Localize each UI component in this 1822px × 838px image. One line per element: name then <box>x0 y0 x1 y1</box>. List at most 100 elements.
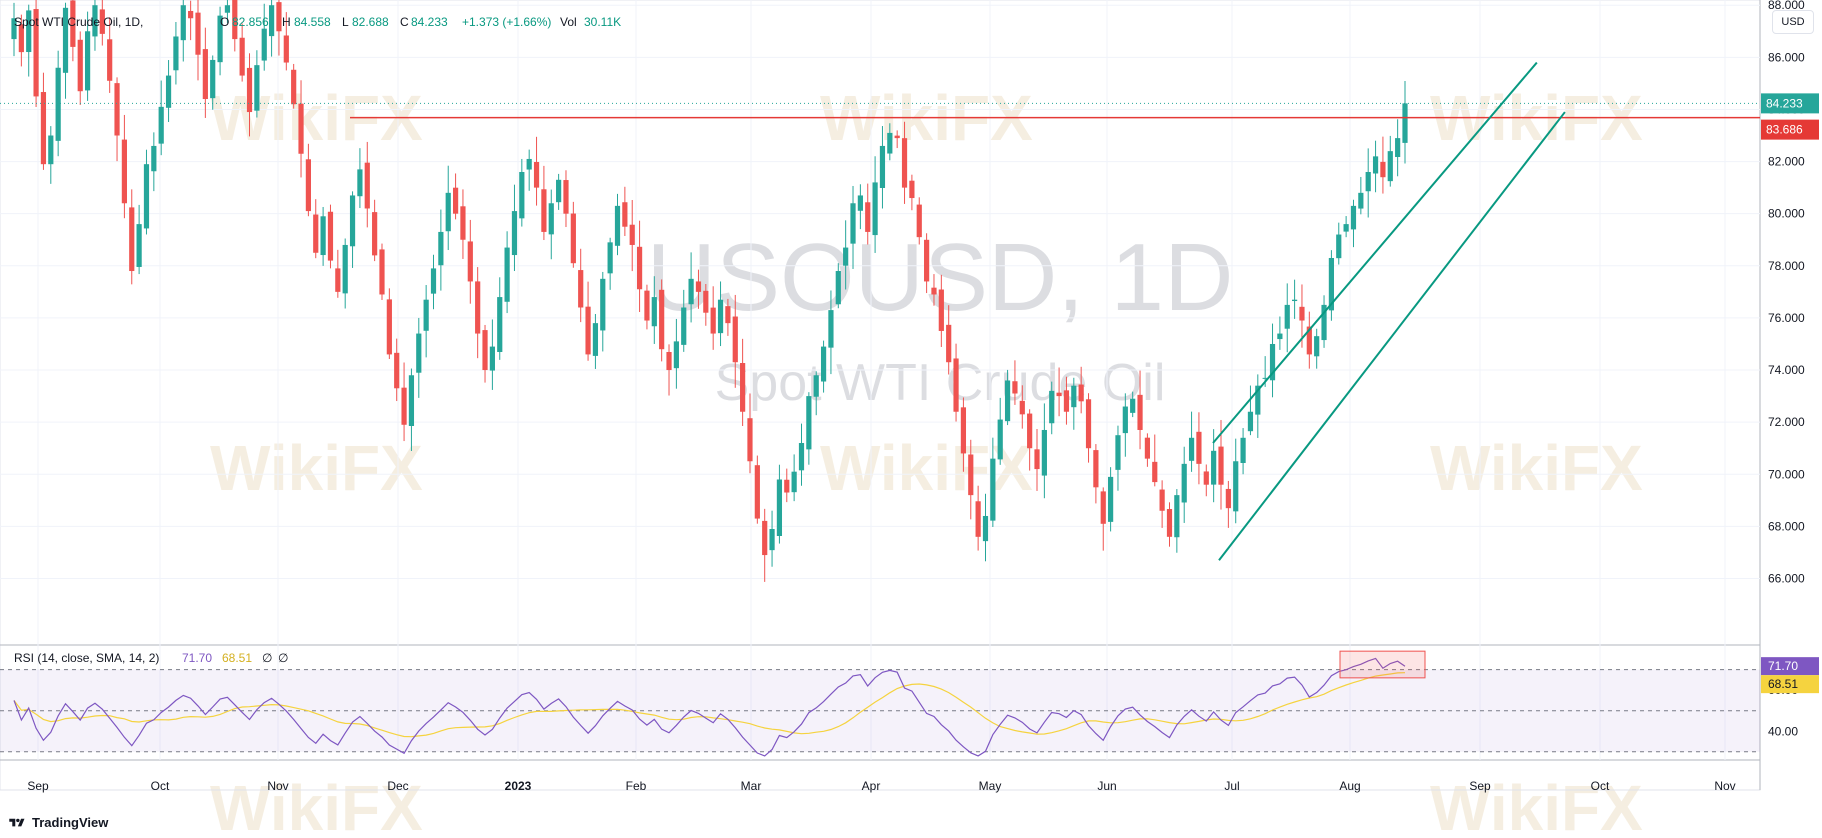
time-tick-label: Aug <box>1339 779 1360 793</box>
candle-body <box>519 171 525 219</box>
candle-body <box>1262 377 1268 379</box>
candle-body <box>11 18 17 40</box>
time-axis[interactable]: Sep Oct Nov Dec 2023 Feb Mar Apr May Jun Jul Aug Sep… <box>27 779 1735 793</box>
candle-body <box>1174 495 1180 538</box>
time-tick-label: Feb <box>626 779 647 793</box>
candle-body <box>195 12 201 55</box>
candle-body <box>1218 446 1224 485</box>
candle-body <box>695 281 702 292</box>
candle-body <box>747 418 753 462</box>
candle-body <box>254 65 260 111</box>
candle-body <box>364 162 370 209</box>
candle-body <box>438 231 444 266</box>
drawings[interactable] <box>0 61 1760 561</box>
candle-body <box>217 15 223 63</box>
candle-body <box>445 192 451 232</box>
candle-body <box>33 9 39 97</box>
close-value: 84.233 <box>411 15 448 29</box>
high-value: 84.558 <box>294 15 331 29</box>
rsi-sma-label: 68.51 <box>1768 677 1798 691</box>
candle-body <box>762 520 768 556</box>
candle-body <box>887 132 893 154</box>
candle-body <box>1203 471 1209 485</box>
rsi-line <box>13 657 1406 757</box>
candle-body <box>342 244 348 294</box>
price-axis[interactable]: 66.000 68.000 70.000 72.000 74.000 76.000 78.0… <box>1761 0 1819 586</box>
candle-body <box>843 247 849 266</box>
candle-body <box>298 103 304 154</box>
candle-body <box>224 5 231 13</box>
candle-body <box>239 37 245 76</box>
candle-body <box>99 9 105 34</box>
candle-body <box>504 247 510 302</box>
low-value: 82.688 <box>352 15 389 29</box>
time-tick-label: Jun <box>1097 779 1116 793</box>
symbol-legend[interactable]: Spot WTI Crude Oil, 1D, O 82.856 H 84.55… <box>14 15 621 29</box>
rsi-highlight-box <box>1339 650 1426 679</box>
candle-body <box>1188 437 1195 461</box>
candle-body <box>1115 435 1121 470</box>
price-tick-label: 80.000 <box>1768 207 1805 221</box>
candle-body <box>644 290 650 321</box>
candle-body <box>740 363 746 412</box>
candle-body <box>1078 384 1084 402</box>
price-tick-label: 74.000 <box>1768 363 1805 377</box>
candle-body <box>556 179 562 203</box>
candle-body <box>865 202 871 232</box>
candle-body <box>452 187 459 214</box>
candle-body <box>872 182 878 236</box>
currency-button[interactable]: USD <box>1772 10 1814 34</box>
candle-body <box>283 35 289 63</box>
candle-body <box>1314 336 1320 357</box>
channel-upper-line <box>1212 61 1538 444</box>
rsi-legend[interactable]: RSI (14, close, SMA, 14, 2) 71.70 68.51 … <box>14 651 288 665</box>
candle-body <box>1240 437 1246 463</box>
candle-body <box>180 5 186 41</box>
candle-body <box>232 0 238 40</box>
candle-body <box>909 180 915 199</box>
last-price-label: 84.233 <box>1766 96 1803 110</box>
candle-body <box>1380 161 1386 178</box>
candle-body <box>784 479 790 493</box>
candle-body <box>1211 450 1217 485</box>
candle-body <box>1093 450 1099 488</box>
rsi-extra-1: ∅ <box>262 651 272 665</box>
candle-body <box>1328 257 1335 311</box>
resistance-badge <box>1761 119 1819 140</box>
candle-body <box>26 10 32 53</box>
candle-body <box>1225 488 1231 509</box>
candle-body <box>1233 461 1239 512</box>
time-tick-label: Oct <box>151 779 170 793</box>
candle-body <box>173 36 179 71</box>
change-value: +1.373 (+1.66%) <box>462 15 551 29</box>
candle-body <box>107 39 113 81</box>
tradingview-brand[interactable]: TradingView <box>8 815 108 830</box>
candle-body <box>879 145 886 188</box>
candle-body <box>48 135 54 165</box>
candle-body <box>423 299 429 331</box>
resistance-price-label: 83.686 <box>1766 123 1803 137</box>
candle-body <box>1108 476 1114 522</box>
candle-body <box>835 271 841 305</box>
candle-body <box>622 202 628 227</box>
candle-body <box>1130 398 1136 413</box>
candle-body <box>946 324 952 363</box>
candle-body <box>55 67 61 141</box>
candle-body <box>1277 333 1283 340</box>
candle-body <box>408 375 415 426</box>
candle-body <box>1299 306 1305 321</box>
candle-body <box>1247 411 1254 432</box>
candle-body <box>430 268 437 294</box>
candle-body <box>1034 449 1040 470</box>
candle-body <box>651 297 657 327</box>
candle-body <box>1159 489 1165 511</box>
candle-body <box>482 330 488 371</box>
time-tick-label: Sep <box>27 779 49 793</box>
wikifx-watermark-4: WikiFX <box>210 432 423 504</box>
candle-body <box>327 211 334 261</box>
candle-body <box>732 316 738 363</box>
candle-body <box>850 203 856 244</box>
candle-body <box>511 211 518 256</box>
